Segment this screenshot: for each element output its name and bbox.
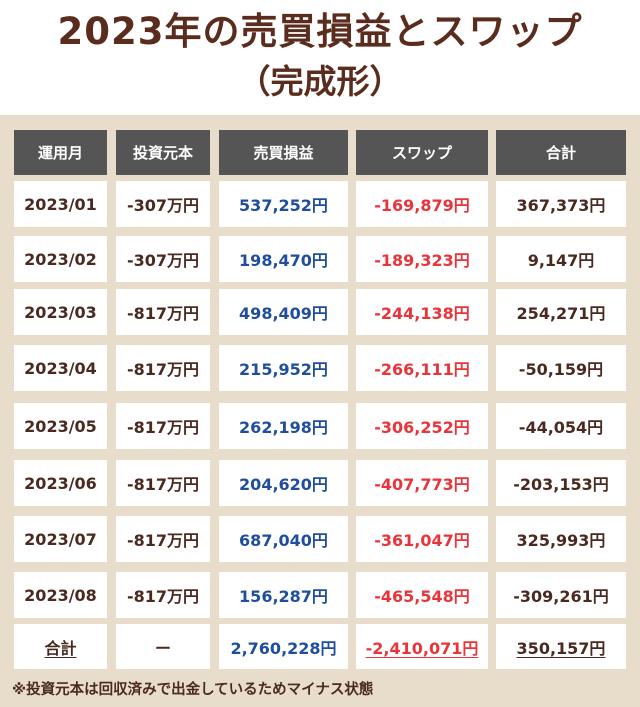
cell-month: 2023/06 — [14, 460, 107, 506]
cell-total: 325,993円 — [496, 516, 626, 562]
cell-trading-pl: 537,252円 — [219, 181, 348, 227]
total-total: 350,157円 — [496, 624, 626, 669]
cell-month: 2023/05 — [14, 403, 107, 449]
cell-trading-pl: 262,198円 — [219, 403, 348, 449]
title-area: 2023年の売買損益とスワップ （完成形） — [0, 0, 640, 115]
cell-trading-pl: 215,952円 — [219, 345, 348, 391]
cell-principal: -307万円 — [116, 236, 210, 282]
cell-month: 2023/02 — [14, 236, 107, 282]
cell-month: 2023/07 — [14, 516, 107, 562]
cell-total: -309,261円 — [496, 572, 626, 618]
cell-principal: -307万円 — [116, 181, 210, 227]
total-month: 合計 — [14, 624, 107, 669]
cell-month: 2023/04 — [14, 345, 107, 391]
cell-total: 254,271円 — [496, 289, 626, 335]
cell-swap: -266,111円 — [356, 345, 488, 391]
cell-trading-pl: 156,287円 — [219, 572, 348, 618]
header-trading-pl: 売買損益 — [219, 130, 348, 175]
total-trading-pl: 2,760,228円 — [219, 624, 348, 669]
total-swap: -2,410,071円 — [356, 624, 488, 669]
cell-total: -44,054円 — [496, 403, 626, 449]
total-principal: ー — [116, 624, 210, 669]
cell-trading-pl: 498,409円 — [219, 289, 348, 335]
cell-principal: -817万円 — [116, 289, 210, 335]
cell-swap: -244,138円 — [356, 289, 488, 335]
cell-swap: -169,879円 — [356, 181, 488, 227]
cell-month: 2023/03 — [14, 289, 107, 335]
cell-swap: -189,323円 — [356, 236, 488, 282]
cell-principal: -817万円 — [116, 403, 210, 449]
cell-principal: -817万円 — [116, 345, 210, 391]
cell-total: -50,159円 — [496, 345, 626, 391]
cell-total: 9,147円 — [496, 236, 626, 282]
cell-month: 2023/08 — [14, 572, 107, 618]
header-total: 合計 — [496, 130, 626, 175]
header-swap: スワップ — [356, 130, 488, 175]
cell-swap: -407,773円 — [356, 460, 488, 506]
footnote: ※投資元本は回収済みで出金しているためマイナス状態 — [12, 682, 374, 698]
cell-swap: -306,252円 — [356, 403, 488, 449]
cell-principal: -817万円 — [116, 516, 210, 562]
cell-trading-pl: 204,620円 — [219, 460, 348, 506]
cell-month: 2023/01 — [14, 181, 107, 227]
page-subtitle: （完成形） — [237, 62, 403, 101]
header-month: 運用月 — [14, 130, 107, 175]
cell-principal: -817万円 — [116, 572, 210, 618]
cell-principal: -817万円 — [116, 460, 210, 506]
cell-trading-pl: 687,040円 — [219, 516, 348, 562]
cell-swap: -465,548円 — [356, 572, 488, 618]
header-principal: 投資元本 — [116, 130, 210, 175]
cell-total: 367,373円 — [496, 181, 626, 227]
page-title: 2023年の売買損益とスワップ — [57, 10, 583, 53]
cell-trading-pl: 198,470円 — [219, 236, 348, 282]
cell-swap: -361,047円 — [356, 516, 488, 562]
cell-total: -203,153円 — [496, 460, 626, 506]
